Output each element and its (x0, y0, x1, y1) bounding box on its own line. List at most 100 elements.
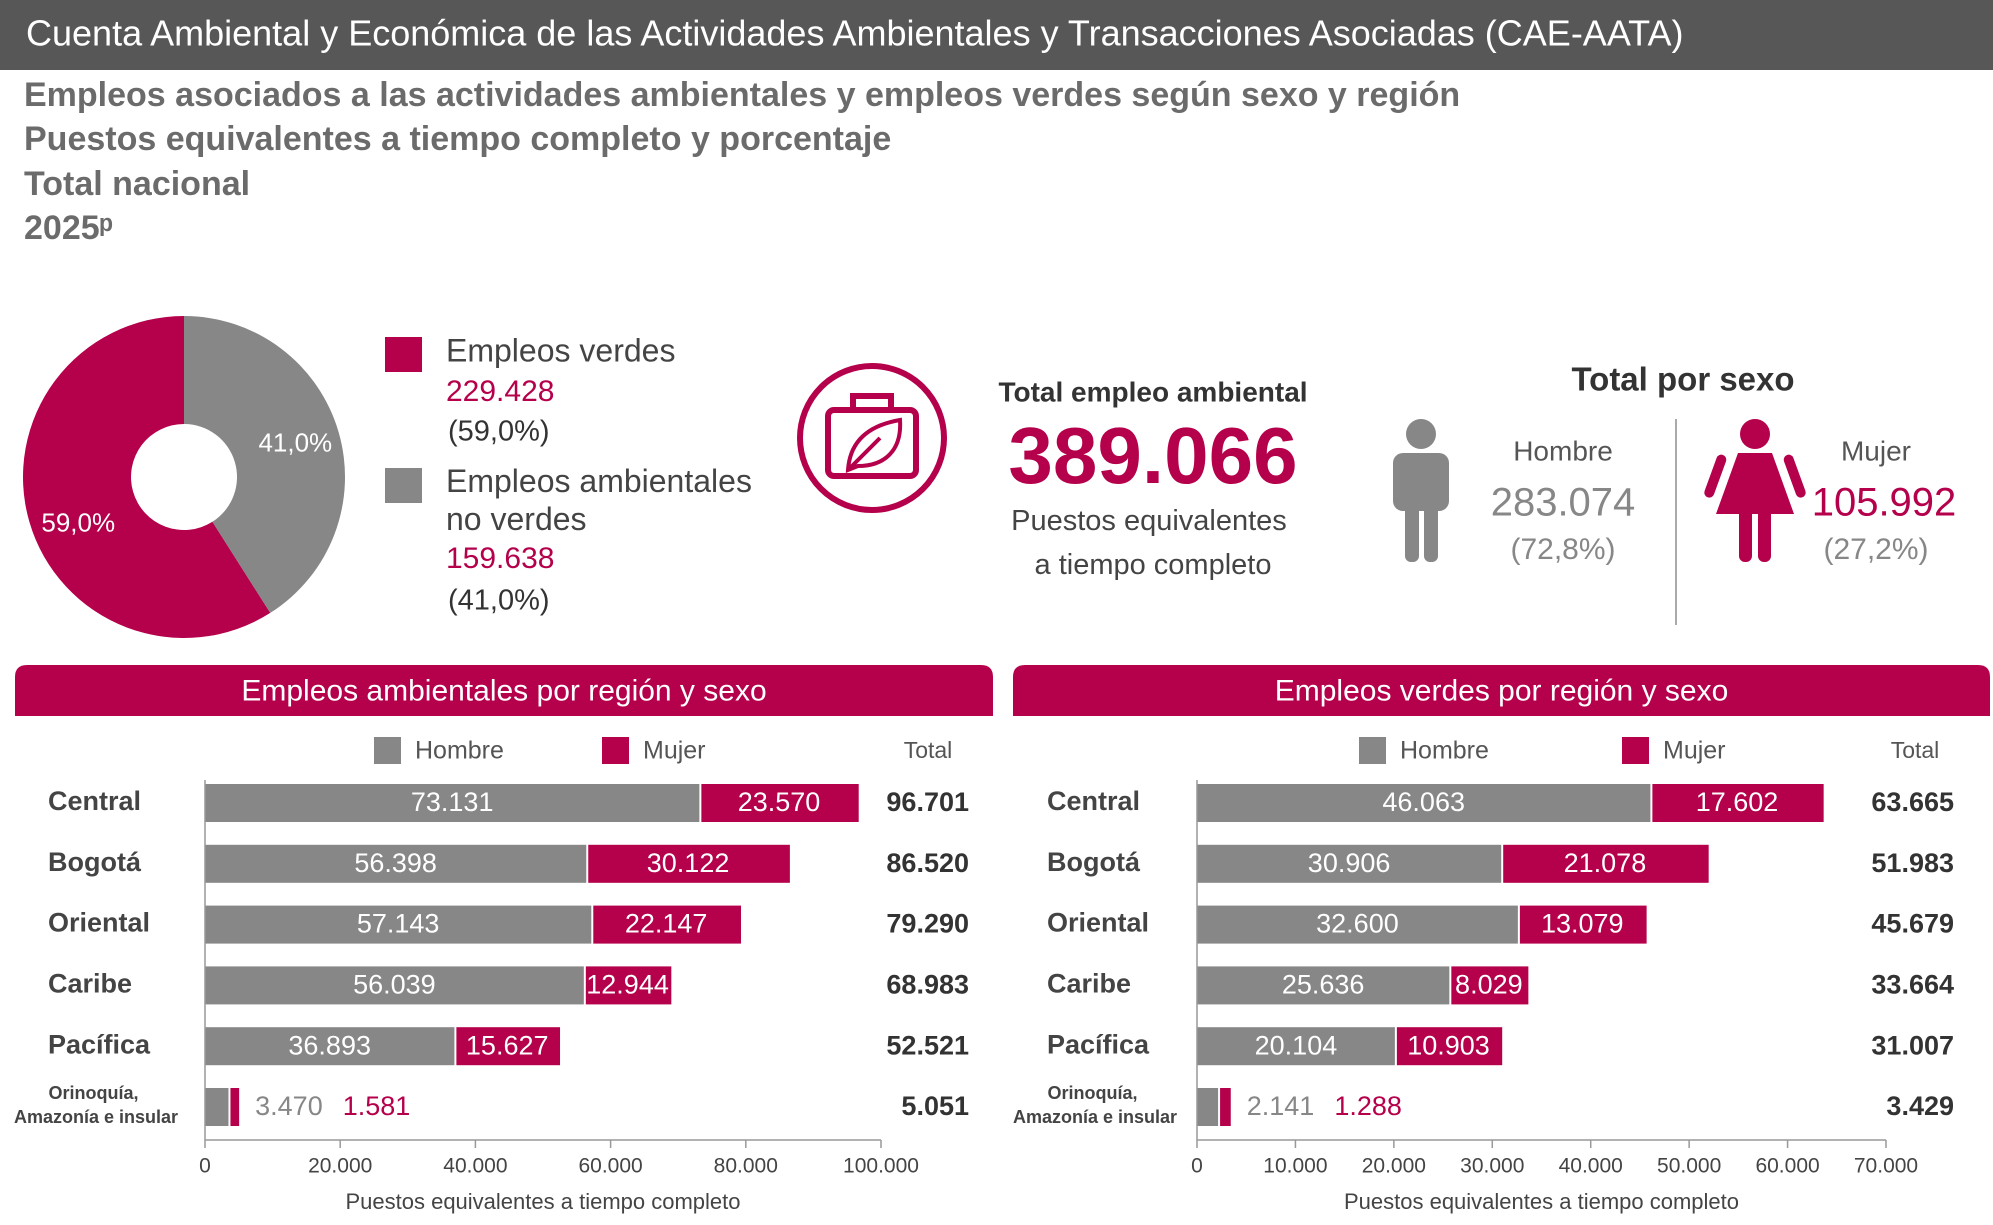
x-tick-label: 60.000 (578, 1155, 642, 1178)
sex-title: Total por sexo (1571, 361, 1794, 398)
panel-title: Empleos verdes por región y sexo (1275, 674, 1729, 707)
pie-label: 41,0% (258, 428, 332, 458)
category-label: Caribe (1047, 969, 1131, 999)
category-label: Central (48, 786, 141, 816)
category-label: Orinoquía, Amazonía e insular (1013, 1083, 1177, 1127)
total-value: 96.701 (886, 787, 969, 817)
category-label: Central (1047, 786, 1140, 816)
legend-label: Hombre (1400, 737, 1489, 765)
x-tick-label: 20.000 (308, 1155, 372, 1178)
legend-share: (41,0%) (448, 585, 550, 617)
bar-value-label: 46.063 (1382, 787, 1465, 817)
bar-value-label: 12.944 (586, 970, 669, 1000)
panel-header (1013, 665, 1990, 716)
bar-value-label: 23.570 (738, 787, 821, 817)
subtitle: Puestos equivalentes a tiempo completo y… (24, 120, 891, 158)
total-label: Total empleo ambiental (998, 376, 1307, 407)
bar-value-label: 25.636 (1282, 970, 1365, 1000)
bar-segment (1519, 905, 1647, 944)
bar-segment (593, 905, 742, 944)
total-value: 31.007 (1871, 1030, 1954, 1060)
x-tick-label: 60.000 (1755, 1155, 1819, 1178)
total-unit: Puestos equivalentes a tiempo completo (1011, 505, 1295, 581)
bar-segment (1652, 784, 1824, 822)
legend-swatch (1359, 737, 1386, 764)
bar-value-label: 10.903 (1407, 1030, 1490, 1060)
legend-swatch (385, 337, 422, 372)
bar-value-label: 22.147 (625, 909, 708, 939)
woman-icon (1704, 419, 1806, 562)
category-label: Orinoquía, Amazonía e insular (14, 1083, 178, 1127)
bar-segment (205, 1088, 229, 1126)
bar-value-label: 20.104 (1255, 1030, 1338, 1060)
category-label: Pacífica (48, 1029, 151, 1059)
man-icon (1393, 419, 1449, 562)
legend-label: Empleos verdes (446, 332, 675, 368)
category-label: Oriental (1047, 908, 1149, 938)
category-label: Bogotá (48, 847, 142, 877)
total-header: Total (1891, 737, 1940, 763)
legend-label: Empleos ambientales no verdes (446, 463, 761, 537)
bar-value-label: 21.078 (1564, 848, 1647, 878)
x-axis-label: Puestos equivalentes a tiempo completo (345, 1189, 740, 1214)
briefcase-icon (797, 363, 947, 513)
x-tick-label: 0 (1191, 1155, 1203, 1178)
bar-value-label: 56.398 (354, 848, 437, 878)
header-title: Cuenta Ambiental y Económica de las Acti… (26, 13, 1683, 54)
total-value: 5.051 (901, 1091, 969, 1121)
sex-share: (27,2%) (1823, 533, 1928, 566)
bar-segment (1197, 844, 1502, 883)
bar-segment (1451, 966, 1529, 1005)
legend-label: Mujer (1663, 737, 1726, 765)
x-tick-label: 100.000 (843, 1155, 919, 1178)
subtitle: 2025ᵖ (24, 209, 113, 247)
bar-segment (1220, 1088, 1231, 1126)
total-header: Total (904, 737, 953, 763)
x-tick-label: 10.000 (1263, 1155, 1327, 1178)
bar-segment (205, 905, 592, 944)
category-label: Bogotá (1047, 847, 1141, 877)
bar-value-label: 56.039 (353, 970, 436, 1000)
x-tick-label: 40.000 (1559, 1155, 1623, 1178)
bar-segment (205, 966, 584, 1005)
total-value: 3.429 (1886, 1091, 1954, 1121)
legend-count: 229.428 (446, 375, 554, 408)
bar-segment (701, 784, 859, 822)
bar-segment (205, 1027, 455, 1066)
legend-label: Mujer (643, 737, 706, 765)
sex-name: Hombre (1513, 435, 1613, 466)
bar-segment (456, 1027, 561, 1066)
bar-value-label: 30.122 (647, 848, 730, 878)
total-value: 52.521 (886, 1030, 969, 1060)
total-value: 33.664 (1871, 970, 1954, 1000)
legend-share: (59,0%) (448, 416, 550, 448)
category-label: Oriental (48, 908, 150, 938)
bar-segment (1197, 966, 1450, 1005)
sex-value: 105.992 (1812, 481, 1957, 525)
total-value: 63.665 (1871, 787, 1954, 817)
bar-segment (1197, 1027, 1395, 1066)
bar-segment (585, 966, 672, 1005)
total-value: 79.290 (886, 909, 969, 939)
bar-value-label: 15.627 (466, 1030, 549, 1060)
bar-segment (1197, 905, 1518, 944)
total-value: 45.679 (1871, 909, 1954, 939)
panel-header (15, 665, 993, 716)
bar-value-label: 3.470 (255, 1091, 323, 1121)
total-value: 68.983 (886, 970, 969, 1000)
bar-value-label: 13.079 (1541, 909, 1624, 939)
bar-segment (1503, 844, 1709, 883)
subtitle: Empleos asociados a las actividades ambi… (24, 76, 1460, 114)
bar-segment (1197, 784, 1651, 822)
pie-label: 59,0% (41, 507, 115, 537)
legend-swatch (1622, 737, 1649, 764)
total-value: 51.983 (1871, 848, 1954, 878)
x-tick-label: 0 (199, 1155, 211, 1178)
bar-value-label: 57.143 (357, 909, 440, 939)
bar-value-label: 30.906 (1308, 848, 1391, 878)
bar-value-label: 2.141 (1247, 1091, 1315, 1121)
legend-swatch (374, 737, 401, 764)
bar-segment (205, 844, 587, 883)
